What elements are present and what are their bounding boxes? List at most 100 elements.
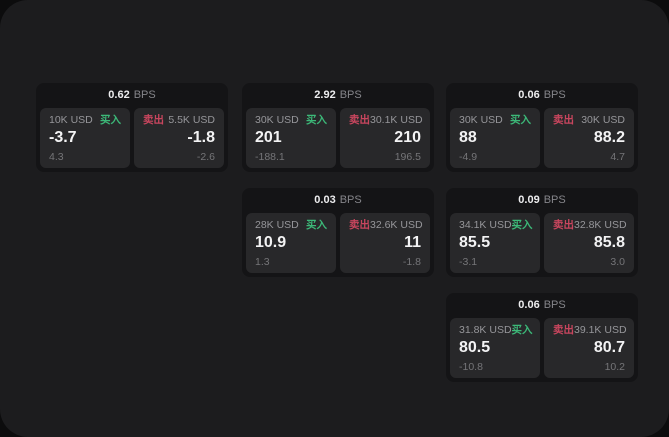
spread-unit: BPS bbox=[339, 89, 362, 101]
buy-price: -3.7 bbox=[49, 128, 77, 146]
sell-side-label: 卖出 bbox=[553, 114, 574, 126]
sell-panel-top: 卖出 5.5K USD bbox=[143, 115, 215, 126]
quote-panels: 31.8K USD 买入 80.5 -10.8 卖出 39.1K USD 80.… bbox=[450, 318, 634, 378]
quote-card: 0.03 BPS 28K USD 买入 10.9 1.3 卖出 32.6K US… bbox=[242, 188, 434, 277]
quote-card: 2.92 BPS 30K USD 买入 201 -188.1 卖出 30.1K … bbox=[242, 83, 434, 172]
buy-size: 31.8K USD bbox=[459, 324, 512, 336]
sell-side-label: 卖出 bbox=[553, 324, 574, 336]
buy-size: 30K USD bbox=[459, 114, 503, 126]
sell-side-label: 卖出 bbox=[349, 114, 370, 126]
sell-size: 32.6K USD bbox=[370, 219, 423, 231]
buy-panel[interactable]: 31.8K USD 买入 80.5 -10.8 bbox=[450, 318, 540, 378]
sell-price: 80.7 bbox=[593, 338, 625, 356]
sell-size: 39.1K USD bbox=[574, 324, 627, 336]
buy-side-label: 买入 bbox=[511, 324, 533, 336]
buy-panel[interactable]: 34.1K USD 买入 85.5 -3.1 bbox=[450, 213, 540, 273]
buy-price: 10.9 bbox=[255, 233, 287, 251]
sell-panel-top: 卖出 32.6K USD bbox=[349, 219, 423, 231]
sell-secondary-value: 196.5 bbox=[394, 150, 421, 163]
sell-panel[interactable]: 卖出 30.1K USD 210 196.5 bbox=[340, 108, 430, 168]
sell-panel[interactable]: 卖出 5.5K USD -1.8 -2.6 bbox=[134, 108, 224, 168]
buy-side-label: 买入 bbox=[510, 114, 531, 126]
buy-secondary-value: -4.9 bbox=[459, 150, 478, 163]
sell-panel-top: 卖出 39.1K USD bbox=[553, 324, 627, 336]
buy-price: 88 bbox=[459, 128, 477, 146]
sell-price: 88.2 bbox=[593, 128, 625, 146]
sell-price: 85.8 bbox=[593, 233, 625, 251]
sell-secondary-value: -2.6 bbox=[196, 150, 215, 163]
sell-panel-top: 卖出 30.1K USD bbox=[349, 114, 423, 126]
buy-size: 10K USD bbox=[49, 114, 93, 126]
sell-panel[interactable]: 卖出 32.6K USD 11 -1.8 bbox=[340, 213, 430, 273]
buy-size: 34.1K USD bbox=[459, 219, 512, 231]
sell-price: -1.8 bbox=[187, 128, 215, 146]
spread-unit: BPS bbox=[543, 194, 566, 206]
quote-card: 0.09 BPS 34.1K USD 买入 85.5 -3.1 卖出 32.8K… bbox=[446, 188, 638, 277]
sell-price: 210 bbox=[394, 128, 421, 146]
quote-card: 0.06 BPS 30K USD 买入 88 -4.9 卖出 30K USD 8… bbox=[446, 83, 638, 172]
card-header: 0.06 BPS bbox=[450, 83, 634, 108]
spread-value: 0.06 bbox=[518, 89, 540, 101]
buy-panel-top: 10K USD 买入 bbox=[49, 115, 121, 126]
buy-panel[interactable]: 10K USD 买入 -3.7 4.3 bbox=[40, 108, 130, 168]
sell-secondary-value: 4.7 bbox=[610, 150, 625, 163]
sell-panel[interactable]: 卖出 32.8K USD 85.8 3.0 bbox=[544, 213, 634, 273]
spread-unit: BPS bbox=[133, 89, 156, 101]
sell-size: 5.5K USD bbox=[168, 114, 215, 126]
buy-price: 85.5 bbox=[459, 233, 491, 251]
buy-secondary-value: 4.3 bbox=[49, 150, 64, 163]
buy-secondary-value: 1.3 bbox=[255, 255, 270, 268]
quote-card: 0.62 BPS 10K USD 买入 -3.7 4.3 卖出 5.5K USD… bbox=[36, 83, 228, 172]
spread-unit: BPS bbox=[543, 299, 566, 311]
buy-side-label: 买入 bbox=[100, 114, 121, 126]
sell-panel[interactable]: 卖出 30K USD 88.2 4.7 bbox=[544, 108, 634, 168]
card-header: 0.09 BPS bbox=[450, 188, 634, 213]
buy-panel[interactable]: 28K USD 买入 10.9 1.3 bbox=[246, 213, 336, 273]
quote-card: 0.06 BPS 31.8K USD 买入 80.5 -10.8 卖出 39.1… bbox=[446, 293, 638, 382]
quote-panels: 34.1K USD 买入 85.5 -3.1 卖出 32.8K USD 85.8… bbox=[450, 213, 634, 273]
buy-side-label: 买入 bbox=[306, 114, 327, 126]
buy-secondary-value: -3.1 bbox=[459, 255, 478, 268]
quote-panels: 30K USD 买入 201 -188.1 卖出 30.1K USD 210 1… bbox=[246, 108, 430, 168]
spread-value: 0.62 bbox=[108, 89, 130, 101]
sell-panel-top: 卖出 30K USD bbox=[553, 115, 625, 126]
card-header: 0.03 BPS bbox=[246, 188, 430, 213]
buy-price: 201 bbox=[255, 128, 282, 146]
buy-panel-top: 30K USD 买入 bbox=[255, 115, 327, 126]
card-header: 0.06 BPS bbox=[450, 293, 634, 318]
sell-size: 32.8K USD bbox=[574, 219, 627, 231]
quote-panels: 30K USD 买入 88 -4.9 卖出 30K USD 88.2 4.7 bbox=[450, 108, 634, 168]
sell-secondary-value: -1.8 bbox=[402, 255, 421, 268]
spread-value: 0.09 bbox=[518, 194, 540, 206]
sell-side-label: 卖出 bbox=[349, 219, 370, 231]
spread-value: 0.03 bbox=[314, 194, 336, 206]
buy-panel-top: 28K USD 买入 bbox=[255, 220, 327, 231]
buy-secondary-value: -10.8 bbox=[459, 360, 483, 373]
buy-panel[interactable]: 30K USD 买入 88 -4.9 bbox=[450, 108, 540, 168]
sell-side-label: 卖出 bbox=[143, 114, 164, 126]
buy-secondary-value: -188.1 bbox=[255, 150, 285, 163]
buy-side-label: 买入 bbox=[511, 219, 533, 231]
buy-panel[interactable]: 30K USD 买入 201 -188.1 bbox=[246, 108, 336, 168]
buy-panel-top: 31.8K USD 买入 bbox=[459, 324, 533, 336]
spread-value: 2.92 bbox=[314, 89, 336, 101]
card-header: 2.92 BPS bbox=[246, 83, 430, 108]
sell-secondary-value: 3.0 bbox=[610, 255, 625, 268]
quote-panels: 10K USD 买入 -3.7 4.3 卖出 5.5K USD -1.8 -2.… bbox=[40, 108, 224, 168]
buy-size: 28K USD bbox=[255, 219, 299, 231]
spread-value: 0.06 bbox=[518, 299, 540, 311]
sell-side-label: 卖出 bbox=[553, 219, 574, 231]
sell-panel[interactable]: 卖出 39.1K USD 80.7 10.2 bbox=[544, 318, 634, 378]
sell-secondary-value: 10.2 bbox=[604, 360, 625, 373]
sell-size: 30.1K USD bbox=[370, 114, 423, 126]
buy-side-label: 买入 bbox=[306, 219, 327, 231]
sell-panel-top: 卖出 32.8K USD bbox=[553, 219, 627, 231]
sell-price: 11 bbox=[404, 233, 421, 251]
sell-size: 30K USD bbox=[581, 114, 625, 126]
buy-panel-top: 34.1K USD 买入 bbox=[459, 219, 533, 231]
quote-panels: 28K USD 买入 10.9 1.3 卖出 32.6K USD 11 -1.8 bbox=[246, 213, 430, 273]
card-header: 0.62 BPS bbox=[40, 83, 224, 108]
buy-panel-top: 30K USD 买入 bbox=[459, 115, 531, 126]
spread-unit: BPS bbox=[339, 194, 362, 206]
